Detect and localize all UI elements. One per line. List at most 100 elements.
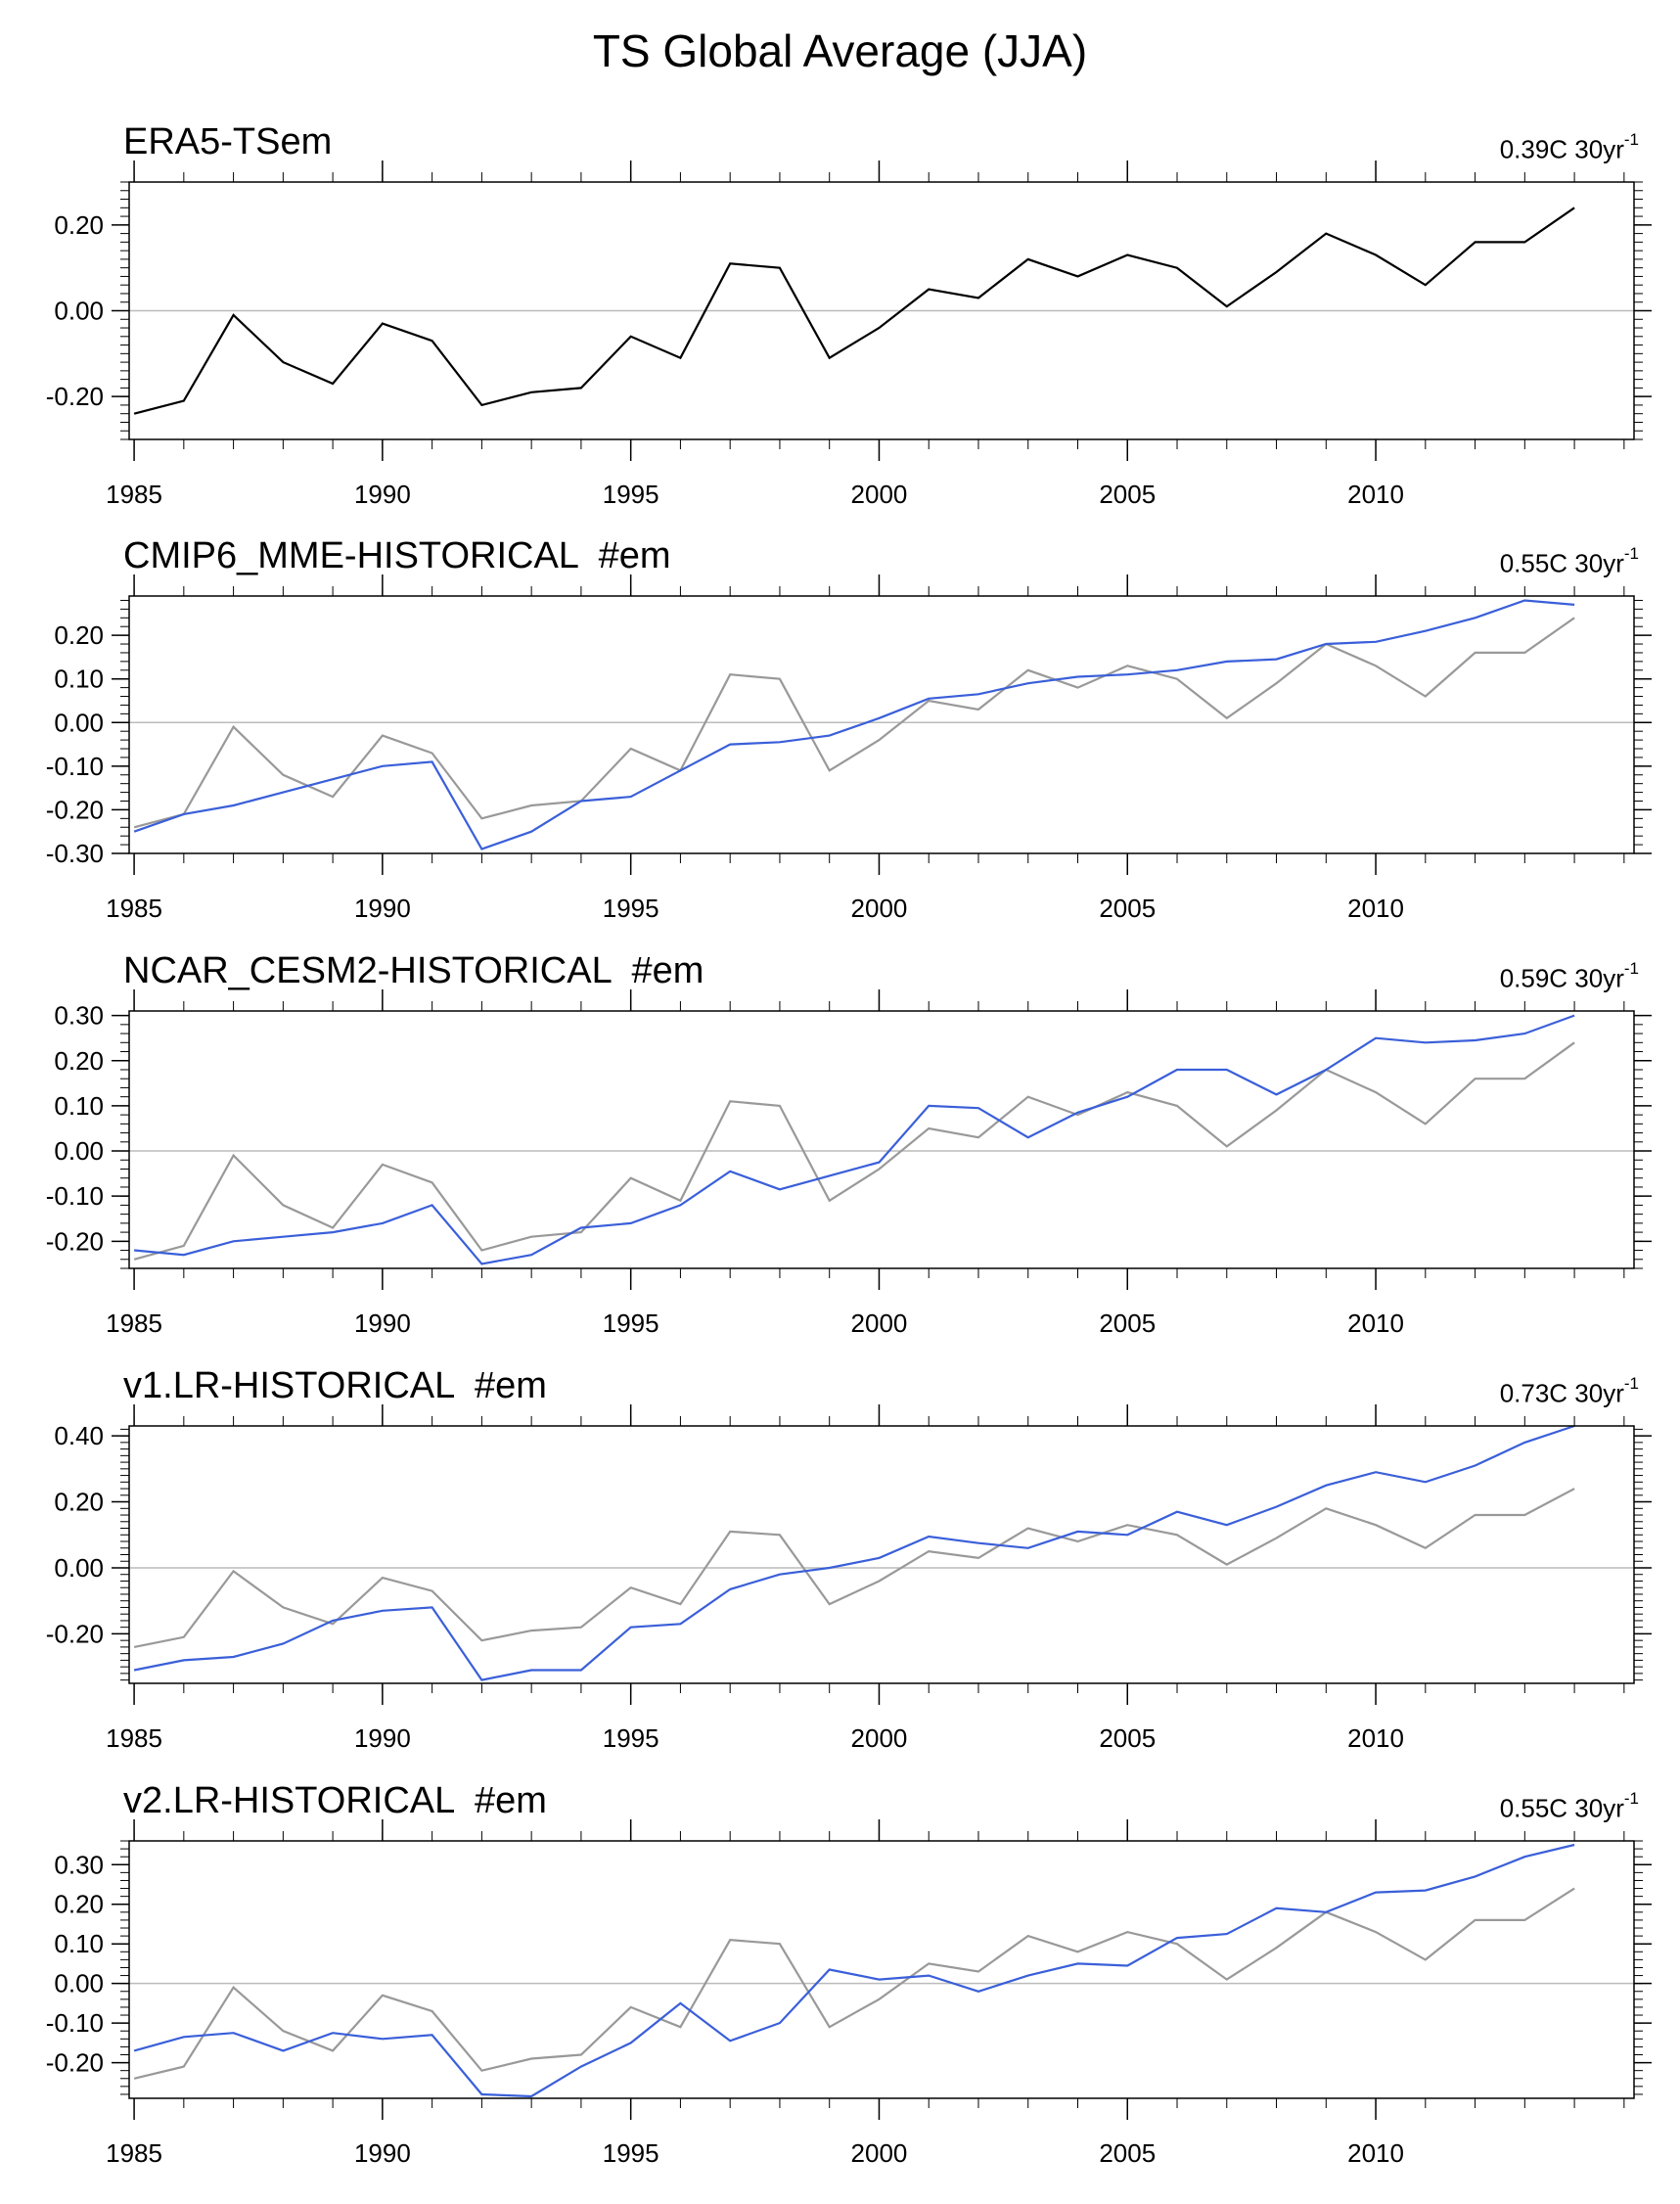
trend-value: 0.55C 30yr	[1499, 548, 1624, 578]
trend-value: 0.73C 30yr	[1499, 1378, 1624, 1408]
series-line-cmip6-mme	[133, 599, 1575, 850]
x-tick-label: 2005	[1099, 480, 1156, 509]
x-tick-label: 2005	[1099, 1309, 1156, 1338]
x-tick-label: 2000	[851, 2138, 908, 2168]
y-tick-label: 0.30	[54, 1001, 104, 1031]
panel-title: v2.LR-HISTORICAL #em	[123, 1780, 547, 1821]
x-tick-label: 2000	[851, 480, 908, 509]
y-tick-label: -0.10	[46, 752, 104, 781]
x-tick-label: 1995	[603, 1309, 659, 1338]
series-line-era5	[133, 1887, 1575, 2080]
y-tick-label: 0.00	[54, 1553, 104, 1583]
y-tick-label: 0.00	[54, 297, 104, 326]
y-tick-label: 0.40	[54, 1421, 104, 1450]
y-tick-label: 0.30	[54, 1850, 104, 1879]
chart-panel: ERA5-TSem 0.39C 30yr-1 -0.20 0.00 0.20 1985 19…	[0, 119, 1680, 536]
x-tick-label: 1990	[354, 480, 411, 509]
chart-svg: -0.30 -0.20 -0.10 0.00 0.10 0.20 1985 1990 1995 2…	[46, 574, 1652, 923]
y-tick-label: -0.10	[46, 2008, 104, 2038]
y-tick-label: -0.30	[46, 839, 104, 868]
trend-value: 0.59C 30yr	[1499, 963, 1624, 993]
y-tick-label: 0.20	[54, 1890, 104, 1919]
series-line-v1-lr	[133, 1424, 1575, 1681]
trend-exponent: -1	[1623, 1789, 1639, 1808]
trend-label: 0.55C 30yr-1	[1500, 1786, 1639, 1825]
trend-label: 0.39C 30yr-1	[1500, 127, 1639, 166]
y-tick-label: 0.20	[54, 210, 104, 240]
trend-value: 0.55C 30yr	[1499, 1793, 1624, 1823]
panel-title: CMIP6_MME-HISTORICAL #em	[123, 535, 671, 576]
y-tick-label: 0.20	[54, 1046, 104, 1076]
x-tick-label: 2000	[851, 1723, 908, 1753]
panel-title: NCAR_CESM2-HISTORICAL #em	[123, 950, 704, 991]
chart-svg: -0.20 -0.10 0.00 0.10 0.20 0.30 1985 1990 1995 20…	[46, 1819, 1652, 2168]
x-tick-label: 1985	[106, 1723, 162, 1753]
x-tick-label: 2010	[1347, 480, 1404, 509]
x-tick-label: 2010	[1347, 2138, 1404, 2168]
panel-title: v1.LR-HISTORICAL #em	[123, 1365, 547, 1406]
x-tick-label: 2010	[1347, 1309, 1404, 1338]
plot-frame	[128, 181, 1635, 440]
y-tick-label: -0.20	[46, 1619, 104, 1648]
y-tick-label: 0.10	[54, 1091, 104, 1121]
x-tick-label: 2005	[1099, 2138, 1156, 2168]
x-tick-label: 2010	[1347, 1723, 1404, 1753]
y-tick-label: -0.20	[46, 1226, 104, 1256]
trend-label: 0.73C 30yr-1	[1500, 1371, 1639, 1410]
x-tick-label: 2000	[851, 1309, 908, 1338]
x-tick-label: 1995	[603, 2138, 659, 2168]
plot-frame	[128, 1425, 1635, 1684]
x-tick-label: 2005	[1099, 894, 1156, 923]
y-tick-label: 0.00	[54, 708, 104, 737]
x-tick-label: 1990	[354, 1309, 411, 1338]
x-tick-label: 1985	[106, 2138, 162, 2168]
x-tick-label: 2000	[851, 894, 908, 923]
trend-value: 0.39C 30yr	[1499, 134, 1624, 164]
chart-svg: -0.20 -0.10 0.00 0.10 0.20 0.30 1985 1990 1995 20…	[46, 989, 1652, 1338]
y-tick-label: -0.20	[46, 795, 104, 824]
x-tick-label: 1990	[354, 1723, 411, 1753]
x-tick-label: 1985	[106, 894, 162, 923]
y-tick-label: -0.20	[46, 2048, 104, 2078]
y-tick-label: 0.10	[54, 665, 104, 694]
chart-svg: -0.20 0.00 0.20 1985 1990 1995 2000 2005 2010	[46, 161, 1652, 509]
series-line-era5	[133, 617, 1575, 829]
y-tick-label: 0.20	[54, 620, 104, 650]
plot-frame	[128, 1010, 1635, 1269]
x-tick-label: 1985	[106, 1309, 162, 1338]
chart-panel: CMIP6_MME-HISTORICAL #em 0.55C 30yr-1 -0.3…	[0, 533, 1680, 950]
series-line-v2-lr	[133, 1843, 1575, 2098]
trend-label: 0.55C 30yr-1	[1500, 541, 1639, 580]
plot-frame	[128, 1840, 1635, 2099]
y-tick-label: 0.00	[54, 1136, 104, 1166]
series-line-era5	[133, 1041, 1575, 1261]
x-tick-label: 1990	[354, 894, 411, 923]
x-tick-label: 2010	[1347, 894, 1404, 923]
x-tick-label: 1995	[603, 480, 659, 509]
chart-svg: -0.20 0.00 0.20 0.40 1985 1990 1995 2000 2005 201…	[46, 1404, 1652, 1753]
panel-title: ERA5-TSem	[123, 121, 333, 162]
x-tick-label: 1985	[106, 480, 162, 509]
x-tick-label: 1995	[603, 894, 659, 923]
y-tick-label: 0.20	[54, 1488, 104, 1517]
plot-frame	[128, 595, 1635, 854]
trend-exponent: -1	[1623, 959, 1639, 978]
y-tick-label: -0.20	[46, 382, 104, 411]
x-tick-label: 1990	[354, 2138, 411, 2168]
series-line-era5	[133, 1488, 1575, 1648]
y-tick-label: -0.10	[46, 1181, 104, 1211]
figure-title: TS Global Average (JJA)	[592, 25, 1088, 76]
trend-label: 0.59C 30yr-1	[1500, 956, 1639, 995]
chart-panel: NCAR_CESM2-HISTORICAL #em 0.59C 30yr-1 -0.…	[0, 948, 1680, 1365]
trend-exponent: -1	[1623, 130, 1639, 149]
y-tick-label: 0.10	[54, 1929, 104, 1958]
x-tick-label: 2005	[1099, 1723, 1156, 1753]
y-tick-label: 0.00	[54, 1969, 104, 1998]
trend-exponent: -1	[1623, 1374, 1639, 1393]
series-line-era5	[133, 207, 1575, 415]
series-line-ncar-cesm2	[133, 1014, 1575, 1265]
x-tick-label: 1995	[603, 1723, 659, 1753]
trend-exponent: -1	[1623, 544, 1639, 563]
chart-panel: v1.LR-HISTORICAL #em 0.73C 30yr-1 -0.20 0.0…	[0, 1363, 1680, 1780]
chart-panel: v2.LR-HISTORICAL #em 0.55C 30yr-1 -0.20 -0.…	[0, 1778, 1680, 2195]
